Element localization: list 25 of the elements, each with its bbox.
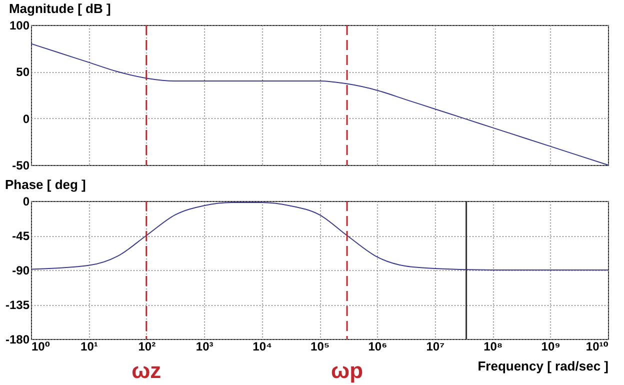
x-axis-title: Frequency [ rad/sec ]	[478, 358, 608, 374]
x-tick-label: 10⁷	[426, 340, 445, 354]
x-tick-label: 10⁹	[541, 340, 560, 354]
x-tick-label: 10⁵	[310, 340, 330, 354]
y-tick-label: -135	[5, 298, 30, 312]
y-tick-label: -90	[12, 264, 30, 278]
ref-line-label: ωz	[132, 358, 162, 383]
x-tick-label: 10⁸	[484, 340, 503, 354]
chart-title: Magnitude [ dB ]	[8, 1, 111, 16]
y-tick-label: -50	[12, 158, 30, 172]
x-tick-label: 10⁶	[368, 340, 388, 354]
x-tick-label: 10⁴	[252, 340, 272, 354]
x-tick-label: 10¹	[80, 340, 98, 354]
y-tick-label: 0	[22, 112, 30, 126]
ref-line-label: ωp	[331, 358, 364, 383]
x-tick-label: 10³	[196, 340, 214, 354]
x-tick-label: 10⁰	[32, 340, 50, 354]
y-tick-label: 100	[9, 18, 30, 32]
y-tick-label: 50	[16, 65, 30, 80]
x-tick-label: 10²	[138, 340, 156, 354]
y-tick-label: 0	[22, 194, 30, 208]
x-tick-label: 10¹⁰	[586, 340, 608, 354]
y-tick-label: -180	[5, 332, 30, 346]
y-tick-label: -45	[12, 229, 30, 243]
chart-title: Phase [ deg ]	[4, 177, 86, 192]
